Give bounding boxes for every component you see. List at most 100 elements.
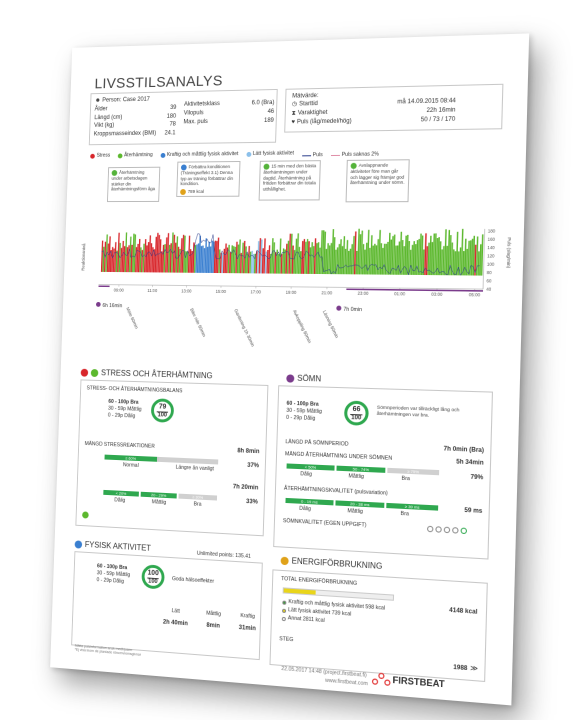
stress-box: STRESS- OCH ÅTERHÄMTNINGSBALANS 60 - 100… xyxy=(75,379,268,536)
person-icon: ☻ xyxy=(95,98,101,104)
stress-heading: STRESS OCH ÅTERHÄMTNING xyxy=(81,368,213,381)
sleep-heading: SÖMN xyxy=(286,373,321,383)
activity-score: 100 xyxy=(145,569,162,578)
energy-bar-fill xyxy=(284,588,316,594)
legend-item: Kraftig och måttlig fysisk aktivitet xyxy=(160,151,238,159)
activity-column: Lätt 2h 40min xyxy=(163,608,188,629)
measurement-box: Mätvärde: ◷ Starttid må 14.09.2015 08:44 ⧗ V… xyxy=(284,84,503,133)
sleep-quality-value: 59 ms xyxy=(464,507,482,516)
field-label: Kroppsmasseindex (BMI) xyxy=(94,129,157,138)
recovery-label-good: Bra xyxy=(194,501,202,508)
event-label: Läsning 60min xyxy=(322,310,340,339)
stress-heading-text: STRESS OCH ÅTERHÄMTNING xyxy=(101,368,213,380)
activity-heading: FYSISK AKTIVITET xyxy=(75,539,151,552)
right-tick-label: 120 xyxy=(487,253,495,258)
sleep-recovery-label-poor: Dålig xyxy=(300,471,312,479)
energy-dot xyxy=(282,608,286,612)
x-tick-label: 23:00 xyxy=(357,291,369,296)
fitness-field-row: Max. puls 189 xyxy=(183,117,274,126)
person-info-box: ☻ Person: Case 2017 Ålder 39 Längd (cm) 180… xyxy=(89,89,278,145)
sleep-recovery-value: 5h 34min xyxy=(456,458,484,468)
recovery-segment-good: ≥ 30% xyxy=(179,494,218,501)
activity-intensity-columns: Lätt 2h 40min Måttlig 8min Kraftig 31min xyxy=(163,608,256,634)
reaction-value: 8h 8min xyxy=(237,447,259,456)
energy-item-label: Annat 2811 kcal xyxy=(288,615,325,625)
activity-effect: Goda hälsoeffekter xyxy=(172,576,214,586)
sleep-quality-label: ÅTERHÄMTNINGSKVALITET (pulsvariation) xyxy=(284,486,388,498)
smiley-icon xyxy=(444,527,450,534)
reaction-pct: 37% xyxy=(247,462,259,471)
recovery-label-moderate: Måttlig xyxy=(152,499,167,507)
sleep-quality-label-poor: Dålig xyxy=(299,506,311,514)
smiley-icon xyxy=(435,526,441,533)
smiley-icon xyxy=(452,527,458,534)
legend-label: Stress xyxy=(97,153,111,160)
energy-box: TOTAL ENERGIFÖRBRUKNING 4148 kcal Krafti… xyxy=(269,569,487,682)
sleep-heading-text: SÖMN xyxy=(297,374,321,384)
reaction-label-normal: Normal xyxy=(123,462,139,470)
sleep-marker-text: 6h 16min xyxy=(102,303,122,309)
field-label: Ålder xyxy=(94,105,107,113)
activity-heading-text: FYSISK AKTIVITET xyxy=(85,540,151,553)
sleep-recovery-segment-poor: < 50% xyxy=(287,463,335,470)
firstbeat-logo-icon xyxy=(372,671,391,687)
person-label: Person: Case 2017 xyxy=(102,97,150,104)
smiley-icon xyxy=(461,528,468,535)
sleep-description: Sömnperioden var tillräckligt lång och å… xyxy=(377,406,488,422)
legend-item: Puls saknas 2% xyxy=(331,151,379,159)
note-workday-recovery: Återhämtning under arbetsdagen stärker d… xyxy=(107,167,160,202)
right-tick-label: 180 xyxy=(488,228,496,233)
sleep-recovery-segment-good: ≥ 75% xyxy=(387,468,439,475)
note-fitness: Förbättra konditionen (Träningseffekt 3.… xyxy=(176,161,240,197)
legend-label: Puls xyxy=(313,152,323,159)
right-tick-label: 60 xyxy=(486,278,492,283)
legend-dot xyxy=(160,153,165,158)
profile-bar xyxy=(481,234,484,275)
sleep-length-label: LÄNGD PÅ SÖMNPERIOD xyxy=(285,439,348,449)
legend-label: Kraftig och måttlig fysisk aktivitet xyxy=(167,151,239,159)
activity-score-gauge: 100 100 xyxy=(141,564,165,589)
right-tick-label: 160 xyxy=(488,237,496,242)
activity-column-value: 31min xyxy=(239,624,256,633)
activity-column-label: Måttlig xyxy=(206,611,221,619)
field-value: 78 xyxy=(169,121,176,129)
legend-item: Återhämtning xyxy=(117,152,152,159)
sleep-recovery-label: MÄNGD ÅTERHÄMTNING UNDER SÖMNEN xyxy=(285,451,392,463)
heart-rate-chart: Reaktionsnivå Puls (slag/min)180160140120… xyxy=(76,202,513,306)
scale-poor: 0 - 29p Dålig xyxy=(108,413,136,421)
measurement-value: må 14.09.2015 08:44 xyxy=(397,97,456,106)
measurement-label: Starttid xyxy=(299,101,318,107)
fitness-fields: Aktivitetsklass 6.0 (Bra) Vilopuls 46 Max. p… xyxy=(184,93,274,95)
flame-icon xyxy=(180,189,186,195)
measurement-label-wrap: ♥ Puls (låg/medel/hög) xyxy=(291,117,351,126)
activity-column-value: 2h 40min xyxy=(163,618,188,628)
field-value: 189 xyxy=(264,117,274,125)
field-value: 39 xyxy=(170,104,177,112)
measurement-fields: ◷ Starttid må 14.09.2015 08:44 ⧗ Varaktighet… xyxy=(292,96,498,100)
sleep-recovery-label-good: Bra xyxy=(401,476,410,484)
reaction-segment-normal: ≤ 60% xyxy=(105,455,158,462)
sleep-marker-text: 7h 0min xyxy=(343,307,362,313)
measurement-label-wrap: ⧗ Varaktighet xyxy=(292,109,328,118)
legend-dot xyxy=(90,154,95,159)
note-kcal: 789 kcal xyxy=(188,189,204,194)
sleep-score-max: 100 xyxy=(347,415,365,423)
field-label: Vikt (kg) xyxy=(94,122,114,130)
right-axis-label: Puls (slag/min) xyxy=(506,237,512,269)
legend-label: Puls saknas 2% xyxy=(342,151,379,159)
field-value: 6.0 (Bra) xyxy=(252,99,275,107)
subjective-quality-options xyxy=(427,526,467,534)
x-tick-label: 13:00 xyxy=(181,288,192,293)
activity-column-value: 8min xyxy=(206,622,221,631)
sleep-band xyxy=(98,285,109,287)
person-label-row: ☻ Person: Case 2017 xyxy=(95,96,150,105)
legend-line-swatch xyxy=(302,155,311,157)
sleep-quality-segment-good: ≥ 39 ms xyxy=(386,503,438,511)
clock-icon: ◷ xyxy=(292,101,297,107)
legend-dot xyxy=(117,153,122,158)
x-tick-label: 21:00 xyxy=(321,290,333,295)
measurement-label: Puls (låg/medel/hög) xyxy=(297,118,352,125)
legend-label: Lätt fysisk aktivitet xyxy=(253,150,294,157)
firstbeat-logo-text: FIRSTBEAT xyxy=(392,675,444,690)
reaction-label-long: Längre än vanligt xyxy=(176,465,214,474)
